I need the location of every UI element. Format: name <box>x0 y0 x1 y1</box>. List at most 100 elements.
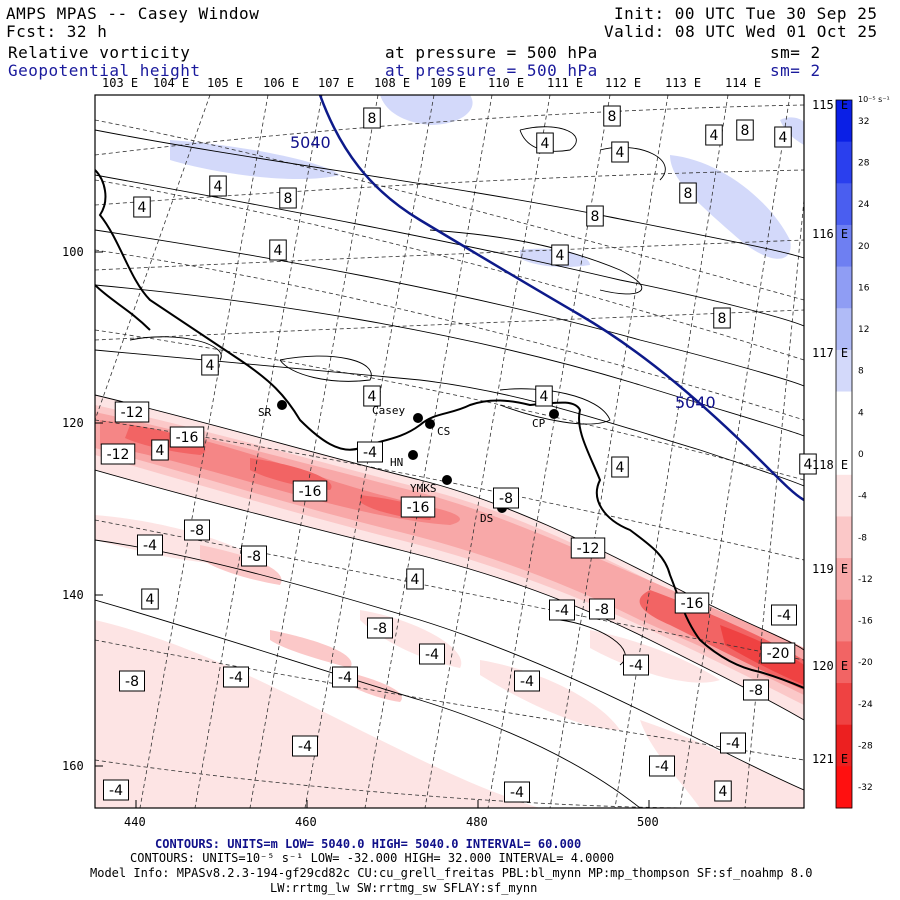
vorticity-label-text: 4 <box>540 389 549 405</box>
height-contour-label: 5040 <box>675 393 716 412</box>
colorbar <box>835 99 853 809</box>
vorticity-label-text: 8 <box>608 109 617 125</box>
colorbar-label: -16 <box>858 617 873 627</box>
vorticity-label-box <box>514 670 540 692</box>
colorbar-swatch <box>836 766 852 809</box>
vorticity-contour-label: 4 <box>611 141 629 163</box>
vorticity-label-text: -4 <box>109 783 123 799</box>
vorticity-label-box <box>419 643 445 665</box>
forecast-hour: Fcst: 32 h <box>6 22 108 41</box>
station-dot[interactable] <box>408 450 418 460</box>
colorbar-label: -32 <box>858 783 873 793</box>
vorticity-contour-label: 4 <box>363 385 381 407</box>
vorticity-contour-label: 4 <box>133 196 151 218</box>
lon-label: 105 E <box>207 76 244 90</box>
station-markers <box>277 400 559 513</box>
vorticity-label-text: 8 <box>591 209 600 225</box>
field1-pressure: at pressure = 500 hPa <box>385 43 598 62</box>
footer-model-info-2: LW:rrtmg_lw SW:rrtmg_sw SFLAY:sf_mynn <box>270 881 538 895</box>
vorticity-label-box <box>406 568 424 590</box>
lon-label-right: 119 E <box>812 562 849 576</box>
vorticity-label-text: -4 <box>338 670 352 686</box>
vorticity-contour-label: -4 <box>223 666 249 688</box>
vorticity-label-box <box>713 307 731 329</box>
vorticity-label-box <box>137 534 163 556</box>
vorticity-label-text: -4 <box>510 785 524 801</box>
vorticity-contour-label: 4 <box>535 385 553 407</box>
map-title: AMPS MPAS -- Casey Window <box>6 4 260 23</box>
station-label: SR <box>258 406 272 419</box>
station-label: CP <box>532 417 546 430</box>
vorticity-labels: 8 8 4 4 4 8 4 4 8 4 8 8 4 4 8 4 4 4 4 4 4 -4 -12 -12 -16 -16 -16 -8… <box>100 105 817 803</box>
lon-label-right: 116 E <box>812 227 849 241</box>
vorticity-label-box <box>363 385 381 407</box>
y-tick-label: 140 <box>62 588 84 602</box>
colorbar-label: -24 <box>858 700 873 710</box>
lon-label: 109 E <box>430 76 467 90</box>
vorticity-contour-label: 8 <box>713 307 731 329</box>
colorbar-swatch <box>836 724 852 767</box>
vorticity-contour-label: -4 <box>332 666 358 688</box>
vorticity-label-text: -8 <box>595 602 609 618</box>
vorticity-label-box <box>493 487 519 509</box>
colorbar-label: -8 <box>858 533 867 543</box>
colorbar-label: -20 <box>858 658 873 668</box>
vorticity-contour-label: -8 <box>184 519 210 541</box>
vorticity-contour-label: 4 <box>141 588 159 610</box>
lon-label-right: 115 E <box>812 98 849 112</box>
vorticity-contour-label: -4 <box>623 654 649 676</box>
height-contour-label: 5040 <box>290 133 331 152</box>
colorbar-label: 28 <box>858 158 870 168</box>
vorticity-label-box <box>363 107 381 129</box>
lon-label: 108 E <box>374 76 411 90</box>
colorbar-swatch <box>836 183 852 226</box>
colorbar-label: -4 <box>858 492 867 502</box>
field2-pressure: at pressure = 500 hPa <box>385 61 598 80</box>
vorticity-label-box <box>184 519 210 541</box>
field1-smoothing: sm= 2 <box>770 43 821 62</box>
vorticity-label-box <box>292 480 328 502</box>
colorbar-swatch <box>836 433 852 476</box>
station-dot[interactable] <box>277 400 287 410</box>
vorticity-label-text: 4 <box>146 592 155 608</box>
vorticity-contour-label: 4 <box>714 780 732 802</box>
vorticity-contour-label: 8 <box>736 119 754 141</box>
station-dot[interactable] <box>549 409 559 419</box>
vorticity-contour-label: 4 <box>611 456 629 478</box>
vorticity-label-box <box>504 781 530 803</box>
vorticity-label-text: -8 <box>749 683 763 699</box>
vorticity-label-text: 4 <box>138 200 147 216</box>
vorticity-label-box <box>269 239 287 261</box>
vorticity-label-box <box>400 496 436 518</box>
station-dot[interactable] <box>425 419 435 429</box>
footer-contours-height: CONTOURS: UNITS=m LOW= 5040.0 HIGH= 5040… <box>155 837 582 851</box>
vorticity-label-box <box>223 666 249 688</box>
vorticity-contour-label: -20 <box>760 642 796 664</box>
vorticity-contour-label: 4 <box>774 126 792 148</box>
vorticity-contour-label: -16 <box>400 496 436 518</box>
vorticity-contour-label: -16 <box>674 592 710 614</box>
vorticity-label-box <box>623 654 649 676</box>
footer-model-info: Model Info: MPASv8.2.3-194-gf29cd82c CU:… <box>90 866 813 880</box>
vorticity-label-text: -8 <box>247 549 261 565</box>
station-dot[interactable] <box>442 475 452 485</box>
vorticity-label-box <box>589 598 615 620</box>
x-tick-label: 480 <box>466 815 488 829</box>
vorticity-contour-label: -4 <box>720 732 746 754</box>
vorticity-contour-label: 4 <box>151 439 169 461</box>
vorticity-contour-label: -12 <box>100 443 136 465</box>
vorticity-label-text: 4 <box>156 443 165 459</box>
vorticity-contour-label: -12 <box>570 537 606 559</box>
vorticity-contour-label: -4 <box>292 735 318 757</box>
vorticity-label-box <box>201 354 219 376</box>
lon-label: 104 E <box>153 76 190 90</box>
lon-label: 103 E <box>102 76 139 90</box>
vorticity-contour-label: -4 <box>504 781 530 803</box>
station-dot[interactable] <box>413 413 423 423</box>
colorbar-label: 24 <box>858 200 870 210</box>
vorticity-label-box <box>679 182 697 204</box>
vorticity-contour-label: -4 <box>103 779 129 801</box>
vorticity-contour-label: -8 <box>589 598 615 620</box>
vorticity-label-text: -4 <box>363 445 377 461</box>
vorticity-label-text: -4 <box>229 670 243 686</box>
